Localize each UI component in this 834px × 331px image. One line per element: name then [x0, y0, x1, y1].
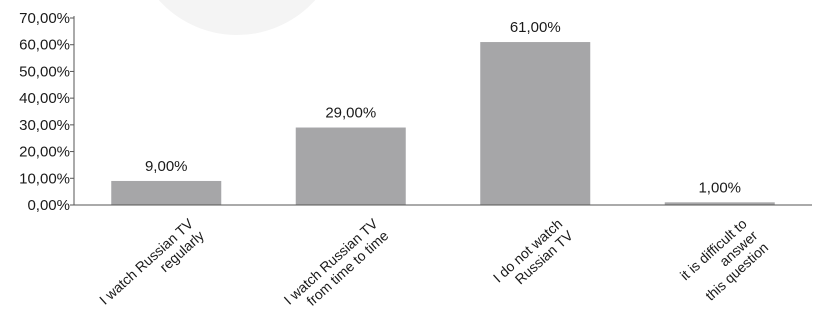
data-label: 61,00% [510, 19, 561, 36]
y-tick-label: 0,00% [27, 197, 70, 214]
y-tick-label: 10,00% [19, 170, 70, 187]
y-axis: 0,00% 10,00% 20,00% 30,00% 40,00% 50,00% 60,00… [19, 10, 75, 214]
data-label: 9,00% [145, 158, 188, 175]
data-label: 1,00% [698, 179, 741, 196]
x-tick-label: I do not watchRussian TV [490, 215, 577, 298]
y-tick-label: 30,00% [19, 117, 70, 134]
bars [111, 42, 775, 205]
y-tick-label: 70,00% [19, 10, 70, 27]
value-labels: 9,00% 29,00% 61,00% 1,00% [145, 19, 741, 196]
x-tick-label: it is difficult toanswerthis question [677, 215, 772, 307]
x-tick-label: I watch Russian TVfrom time to time [281, 215, 392, 320]
x-tick-label: I watch Russian TVregularly [96, 215, 207, 320]
bar [664, 202, 775, 205]
bar [480, 42, 591, 205]
x-axis: I watch Russian TVregularly I watch Russi… [74, 204, 812, 320]
y-tick-label: 40,00% [19, 90, 70, 107]
y-tick-label: 20,00% [19, 144, 70, 161]
bar [111, 180, 222, 205]
background-decoration [158, 0, 316, 35]
y-tick-label: 50,00% [19, 63, 70, 80]
data-label: 29,00% [325, 105, 376, 122]
y-tick-label: 60,00% [19, 37, 70, 54]
bar [295, 127, 406, 205]
